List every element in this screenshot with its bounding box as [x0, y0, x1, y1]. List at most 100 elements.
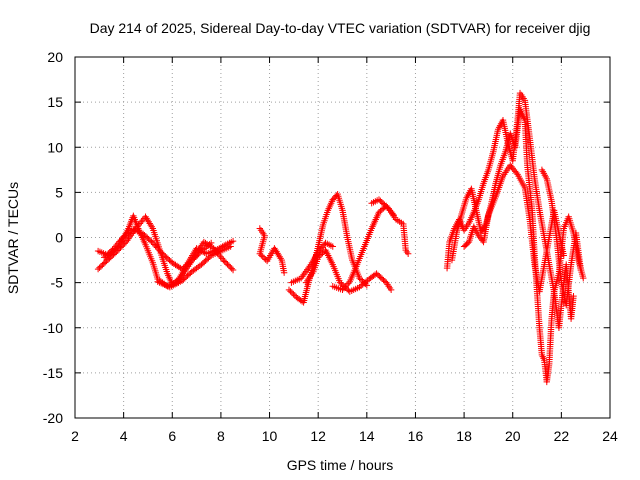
data-point — [201, 245, 208, 252]
data-point — [169, 259, 176, 266]
data-point — [329, 243, 336, 250]
y-axis-title: SDTVAR / TECUs — [5, 182, 21, 294]
data-point — [200, 238, 208, 246]
data-point — [287, 288, 294, 295]
x-tick-label: 4 — [120, 428, 128, 444]
data-point — [316, 252, 323, 260]
data-point — [362, 278, 370, 285]
data-point — [185, 260, 192, 267]
data-point — [229, 266, 237, 274]
data-point — [217, 253, 224, 260]
data-point — [259, 253, 266, 260]
data-point — [151, 241, 158, 248]
data-point — [195, 250, 202, 258]
series-trace-d — [154, 243, 234, 291]
data-point — [180, 264, 187, 271]
data-point — [343, 281, 351, 289]
data-point — [170, 260, 178, 268]
data-point — [342, 283, 349, 290]
chart-title: Day 214 of 2025, Sidereal Day-to-day VTE… — [90, 20, 591, 36]
data-point — [280, 269, 288, 276]
data-point — [173, 262, 181, 270]
data-point — [190, 267, 197, 274]
data-point — [288, 289, 296, 296]
y-tick-label: -10 — [43, 320, 63, 336]
data-point — [188, 268, 195, 275]
data-point — [404, 250, 412, 257]
data-point — [345, 280, 352, 287]
data-point — [221, 258, 228, 265]
data-point — [152, 242, 159, 250]
y-tick-label: 5 — [55, 184, 63, 200]
x-tick-label: 20 — [505, 428, 521, 444]
data-point — [182, 263, 189, 270]
data-point — [156, 247, 163, 254]
data-point — [513, 169, 520, 177]
data-point — [122, 232, 129, 239]
data-point — [196, 249, 204, 256]
data-point — [188, 257, 195, 265]
y-tick-label: 15 — [47, 94, 63, 110]
data-point — [339, 286, 346, 294]
data-point — [317, 251, 325, 258]
data-point — [218, 255, 226, 262]
data-point — [290, 290, 297, 298]
data-point — [220, 256, 227, 264]
series-trace-e — [256, 225, 288, 276]
data-point — [183, 261, 191, 269]
x-tick-label: 6 — [168, 428, 176, 444]
x-tick-label: 24 — [602, 428, 618, 444]
x-tick-label: 10 — [262, 428, 278, 444]
y-tick-label: 20 — [47, 49, 63, 65]
data-point — [224, 261, 231, 268]
data-point — [97, 263, 105, 270]
data-point — [285, 286, 293, 294]
data-point — [225, 262, 233, 269]
data-point — [387, 286, 395, 294]
data-point — [314, 254, 322, 261]
data-point — [227, 263, 234, 271]
data-point — [189, 256, 197, 263]
data-point — [206, 253, 213, 261]
data-point — [199, 246, 207, 253]
data-point — [126, 228, 134, 235]
data-point — [125, 229, 132, 237]
data-point — [222, 259, 230, 267]
data-point — [138, 218, 145, 225]
data-point — [206, 241, 213, 248]
data-point — [359, 281, 366, 288]
data-point — [101, 259, 109, 266]
data-point — [96, 264, 103, 271]
data-point — [258, 251, 265, 259]
data-point — [357, 276, 365, 283]
data-point — [357, 282, 365, 289]
data-point — [186, 259, 194, 266]
data-point — [148, 238, 155, 245]
y-tick-label: -20 — [43, 410, 63, 426]
x-tick-label: 16 — [408, 428, 424, 444]
data-point — [198, 247, 205, 255]
data-point — [178, 265, 186, 273]
data-points — [94, 89, 587, 386]
data-point — [120, 233, 127, 240]
data-point — [191, 266, 199, 273]
data-point — [100, 260, 107, 267]
data-point — [227, 243, 234, 250]
data-point — [207, 239, 215, 247]
x-tick-label: 12 — [310, 428, 326, 444]
data-point — [193, 264, 200, 272]
data-point — [340, 285, 348, 292]
data-point — [256, 250, 264, 257]
data-point — [191, 254, 198, 262]
series-trace-g — [288, 239, 336, 286]
y-tick-labels: -20 -15 -10 -5 0 5 10 15 20 — [43, 49, 63, 426]
x-tick-label: 22 — [554, 428, 570, 444]
data-point — [229, 237, 237, 245]
data-point — [149, 239, 157, 247]
data-point — [260, 254, 268, 262]
data-point — [99, 261, 106, 269]
data-point — [570, 292, 577, 300]
data-point — [195, 263, 202, 271]
x-axis-title: GPS time / hours — [287, 457, 394, 473]
data-point — [203, 243, 210, 251]
